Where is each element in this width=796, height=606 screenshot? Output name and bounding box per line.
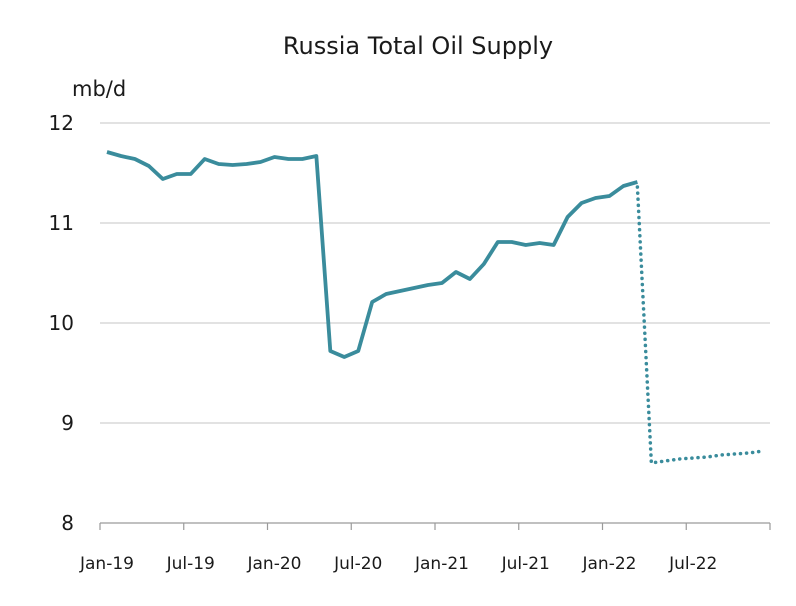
x-tick-label: Jul-21 <box>501 554 550 574</box>
axes <box>99 522 771 530</box>
y-axis-unit-label: mb/d <box>72 77 126 101</box>
tick-labels: 8 9 10 11 12 Jan-19 Jul-19 Jan-20 Jul-20 Jan-21 Ju… <box>49 111 718 574</box>
x-tick-label: Jan-19 <box>79 554 134 574</box>
series-group <box>106 150 765 465</box>
gridlines <box>100 122 770 424</box>
y-tick-label: 9 <box>61 411 74 435</box>
y-tick-label: 10 <box>49 311 74 335</box>
x-tick-label: Jan-22 <box>581 554 636 574</box>
x-tick-label: Jul-22 <box>668 554 717 574</box>
x-tick-label: Jan-21 <box>414 554 469 574</box>
x-tick-label: Jan-20 <box>246 554 301 574</box>
x-tick-label: Jul-19 <box>166 554 215 574</box>
forecast-series-line <box>635 185 765 465</box>
y-tick-label: 8 <box>61 511 74 535</box>
y-tick-label: 12 <box>49 111 74 135</box>
x-tick-label: Jul-20 <box>333 554 382 574</box>
actual-series-line <box>106 150 638 359</box>
y-tick-label: 11 <box>49 211 74 235</box>
chart-title: Russia Total Oil Supply <box>283 32 553 60</box>
